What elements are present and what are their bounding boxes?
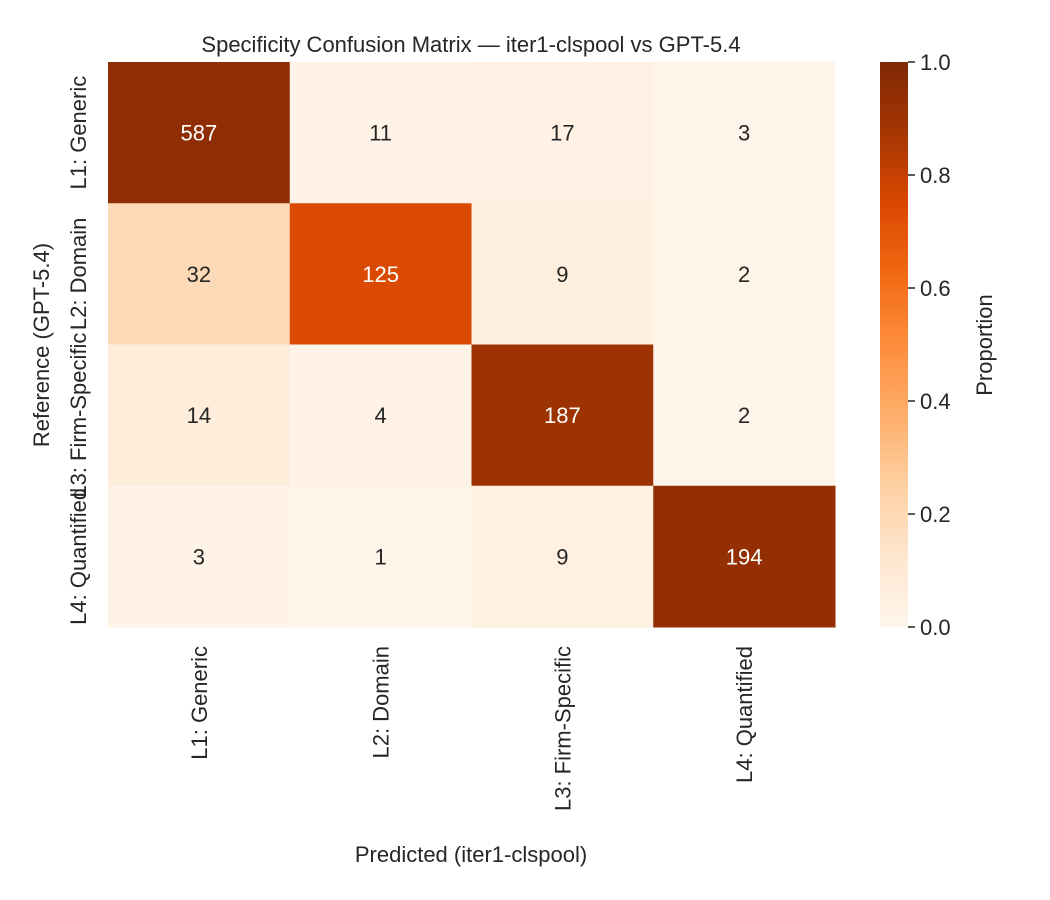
heatmap-cell: [289, 344, 472, 487]
heatmap-cell: [108, 485, 291, 628]
y-tick-label: L4: Quantified: [66, 488, 91, 625]
cell-value-label: 2: [738, 262, 750, 287]
heatmap-cells: 587 11 17 3 32 125 9 2 14 4 187 2 3 1 9 194: [108, 62, 836, 628]
colorbar: [880, 62, 908, 627]
colorbar-ticks: 0.0 0.2 0.4 0.6 0.8 1.0: [908, 50, 951, 640]
cell-value-label: 125: [362, 262, 399, 287]
cell-value-label: 17: [550, 121, 574, 146]
colorbar-tick-label: 0.4: [920, 389, 951, 414]
cell-value-label: 3: [738, 121, 750, 146]
heatmap-cell: [653, 203, 836, 345]
cell-value-label: 1: [375, 544, 387, 569]
heatmap-cell: [289, 485, 472, 628]
cell-value-label: 587: [181, 121, 218, 146]
heatmap-cell: [289, 203, 472, 345]
cell-value-label: 11: [369, 121, 392, 146]
heatmap-cell: [471, 62, 654, 204]
heatmap-cell: [653, 344, 836, 487]
colorbar-tick-label: 0.0: [920, 615, 951, 640]
cell-value-label: 4: [375, 403, 387, 428]
heatmap-cell: [471, 344, 654, 487]
x-axis-label: Predicted (iter1-clspool): [355, 842, 587, 867]
colorbar-label: Proportion: [972, 294, 997, 396]
colorbar-tick-label: 1.0: [920, 50, 951, 75]
colorbar-tick-label: 0.8: [920, 163, 951, 188]
colorbar-tick-label: 0.6: [920, 276, 951, 301]
heatmap-cell: [653, 62, 836, 204]
x-tick-label: L3: Firm-Specific: [550, 646, 575, 811]
heatmap-cell: [471, 485, 654, 628]
cell-value-label: 14: [187, 403, 211, 428]
cell-value-label: 9: [556, 544, 568, 569]
x-tick-label: L2: Domain: [369, 646, 394, 759]
heatmap-cell: [653, 485, 836, 628]
cell-value-label: 9: [556, 262, 568, 287]
x-tick-labels: L1: Generic L2: Domain L3: Firm-Specific L4…: [187, 646, 757, 811]
y-axis-label: Reference (GPT-5.4): [29, 243, 54, 447]
cell-value-label: 3: [193, 544, 205, 569]
heatmap-cell: [108, 62, 291, 204]
heatmap-cell: [471, 203, 654, 345]
heatmap-cell: [108, 344, 291, 487]
x-tick-label: L1: Generic: [187, 646, 212, 760]
x-tick-label: L4: Quantified: [732, 646, 757, 783]
heatmap-cell: [289, 62, 472, 204]
y-tick-label: L3: Firm-Specific: [66, 333, 91, 498]
cell-value-label: 194: [726, 544, 763, 569]
cell-value-label: 187: [544, 403, 581, 428]
y-tick-label: L2: Domain: [66, 218, 91, 331]
chart-title: Specificity Confusion Matrix — iter1-cls…: [201, 32, 740, 57]
cell-value-label: 32: [187, 262, 211, 287]
heatmap-cell: [108, 203, 291, 345]
y-tick-label: L1: Generic: [66, 76, 91, 190]
colorbar-tick-label: 0.2: [920, 502, 951, 527]
cell-value-label: 2: [738, 403, 750, 428]
